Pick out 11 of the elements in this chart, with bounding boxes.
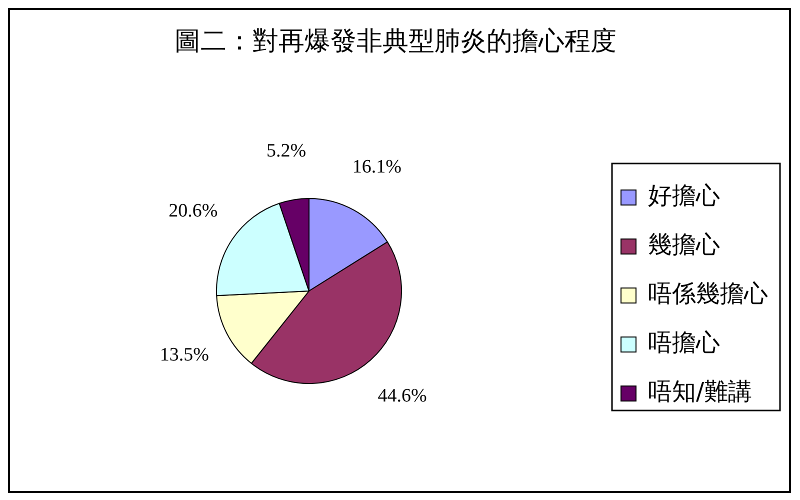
data-label: 44.6% <box>378 385 427 406</box>
chart-title: 圖二：對再爆發非典型肺炎的擔心程度 <box>174 26 616 56</box>
legend-label: 唔係幾擔心 <box>648 280 768 308</box>
legend-label: 唔擔心 <box>648 328 720 357</box>
data-label: 5.2% <box>266 140 306 162</box>
legend-label: 唔知/難講 <box>648 378 752 406</box>
data-label: 16.1% <box>352 156 402 178</box>
data-label: 13.5% <box>160 344 210 366</box>
legend-label: 好擔心 <box>648 182 720 210</box>
data-label: 20.6% <box>168 200 218 222</box>
legend-label: 幾擔心 <box>648 230 720 259</box>
